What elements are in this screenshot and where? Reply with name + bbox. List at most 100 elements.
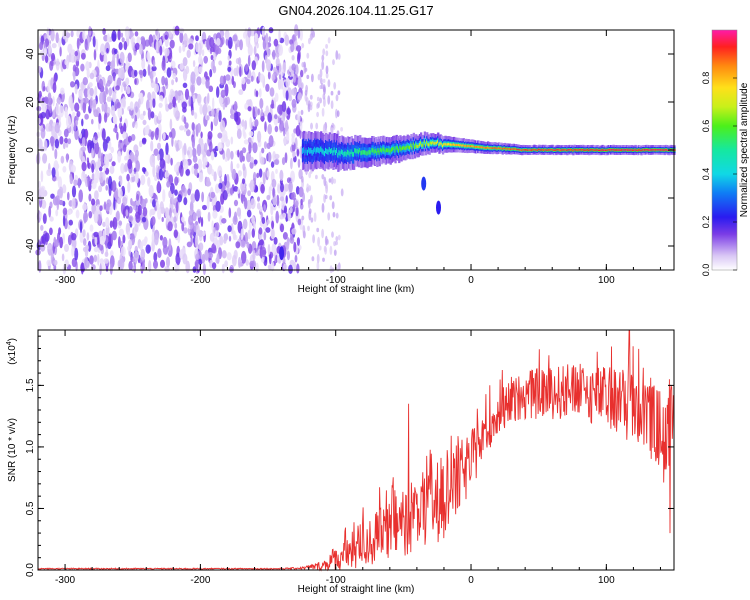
noise-speck xyxy=(309,94,313,100)
noise-speck xyxy=(139,43,143,55)
noise-speck xyxy=(216,37,221,46)
noise-speck xyxy=(127,239,133,248)
ridge-cell xyxy=(441,144,445,148)
noise-speck xyxy=(170,94,174,101)
noise-speck xyxy=(127,135,132,143)
noise-speck xyxy=(279,223,285,233)
noise-speck xyxy=(249,260,255,267)
noise-speck xyxy=(134,101,140,113)
noise-speck xyxy=(88,82,93,88)
noise-speck xyxy=(46,169,52,177)
noise-speck xyxy=(203,55,208,64)
noise-speck xyxy=(210,151,215,161)
ridge-cell xyxy=(400,147,403,152)
noise-speck xyxy=(207,211,211,222)
noise-speck xyxy=(123,83,127,92)
ridge-cell xyxy=(472,145,475,148)
noise-speck xyxy=(238,57,242,66)
noise-speck xyxy=(134,42,140,51)
noise-speck xyxy=(83,211,88,223)
noise-speck xyxy=(88,211,93,219)
ridge-cell xyxy=(427,142,430,146)
noise-speck xyxy=(49,216,54,222)
noise-speck xyxy=(220,89,226,99)
noise-speck xyxy=(164,134,169,141)
noise-speck xyxy=(124,26,130,39)
noise-speck xyxy=(301,61,305,68)
noise-speck xyxy=(60,155,65,164)
noise-speck xyxy=(262,171,266,185)
noise-speck xyxy=(199,104,203,115)
noise-speck xyxy=(40,127,46,139)
noise-speck xyxy=(249,179,255,193)
noise-speck xyxy=(75,209,80,219)
noise-speck xyxy=(109,165,115,175)
noise-speck xyxy=(142,110,146,116)
noise-speck xyxy=(323,86,326,95)
ridge-cell xyxy=(485,147,489,149)
noise-speck xyxy=(301,215,305,221)
noise-speck xyxy=(174,222,178,229)
x-tick-label: -300 xyxy=(55,575,75,586)
noise-speck xyxy=(200,216,204,228)
noise-speck xyxy=(89,224,94,232)
noise-speck xyxy=(330,176,334,185)
noise-speck xyxy=(248,142,252,154)
noise-speck xyxy=(87,175,90,188)
noise-speck xyxy=(183,116,187,124)
ridge-cell xyxy=(502,147,506,150)
ridge-cell xyxy=(656,149,659,151)
noise-speck xyxy=(136,193,140,201)
noise-speck xyxy=(110,60,116,71)
noise-speck xyxy=(239,66,242,77)
noise-speck xyxy=(71,197,76,210)
ridge-cell xyxy=(348,150,351,156)
noise-speck xyxy=(241,77,246,85)
noise-speck xyxy=(291,98,297,108)
noise-speck xyxy=(148,184,154,198)
noise-speck xyxy=(125,209,129,217)
noise-speck xyxy=(204,156,208,166)
noise-speck xyxy=(47,92,52,103)
noise-speck xyxy=(168,131,173,138)
ridge-cell xyxy=(480,146,484,149)
noise-speck xyxy=(201,191,205,203)
noise-speck xyxy=(192,94,196,103)
noise-speck xyxy=(191,165,195,175)
noise-speck xyxy=(62,184,67,194)
ridge-cell xyxy=(340,149,344,155)
noise-speck xyxy=(51,167,56,178)
noise-speck xyxy=(275,210,280,224)
ridge-cell xyxy=(657,149,660,151)
noise-speck xyxy=(327,95,331,105)
noise-speck xyxy=(239,150,244,163)
ridge-cell xyxy=(521,149,524,152)
noise-speck xyxy=(124,155,128,161)
ridge-cell xyxy=(561,149,564,151)
noise-speck xyxy=(91,163,95,173)
noise-speck xyxy=(195,35,199,42)
ridge-cell xyxy=(536,149,540,151)
noise-speck xyxy=(254,36,258,43)
noise-speck xyxy=(229,187,234,195)
noise-speck xyxy=(319,68,323,79)
noise-speck xyxy=(40,111,46,119)
snr-y-label: SNR (10 * v/v) xyxy=(7,418,18,482)
noise-speck xyxy=(273,237,278,245)
noise-speck xyxy=(167,103,173,110)
noise-speck xyxy=(99,235,106,246)
ridge-cell xyxy=(429,141,432,145)
ridge-cell xyxy=(529,149,532,151)
spectrogram-blobs-layer xyxy=(279,176,441,261)
noise-speck xyxy=(230,114,236,120)
noise-speck xyxy=(159,45,163,56)
noise-speck xyxy=(152,199,156,208)
ridge-cell xyxy=(332,150,335,156)
noise-speck xyxy=(53,74,57,85)
noise-speck xyxy=(153,260,158,269)
noise-speck xyxy=(300,69,304,78)
noise-speck xyxy=(195,259,199,270)
noise-speck xyxy=(224,29,230,40)
noise-speck xyxy=(74,247,79,261)
